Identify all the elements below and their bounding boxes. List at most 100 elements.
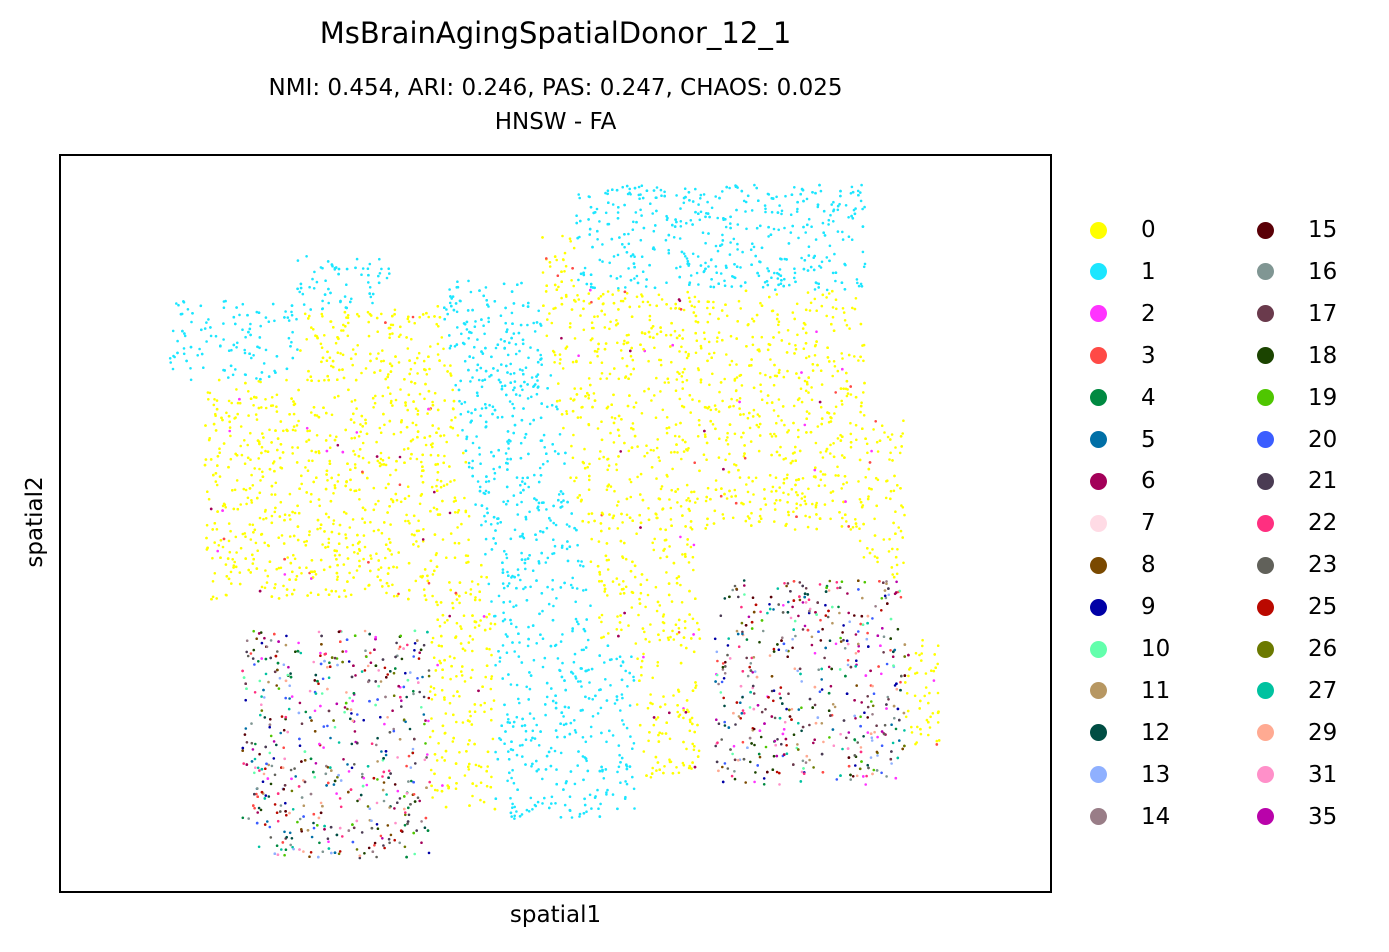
scatter-point [507, 582, 511, 585]
scatter-point [296, 348, 299, 351]
scatter-point [318, 841, 321, 845]
scatter-point [556, 657, 560, 660]
scatter-point [679, 643, 683, 647]
scatter-point [437, 742, 440, 745]
scatter-point [397, 361, 401, 364]
scatter-point [516, 513, 520, 516]
scatter-point [571, 360, 575, 364]
scatter-point [536, 373, 540, 376]
scatter-point [520, 551, 523, 555]
scatter-point [274, 371, 277, 374]
scatter-point [593, 349, 597, 353]
scatter-point [354, 489, 358, 493]
scatter-point [688, 764, 691, 768]
scatter-point [412, 793, 416, 796]
scatter-point [847, 731, 851, 734]
scatter-point [873, 534, 877, 537]
scatter-point [487, 316, 490, 320]
scatter-point [485, 784, 489, 788]
scatter-point [723, 720, 726, 724]
scatter-point [851, 526, 855, 529]
scatter-point [787, 600, 790, 604]
scatter-point [454, 636, 457, 639]
scatter-point [261, 470, 264, 474]
scatter-point [871, 772, 874, 776]
scatter-point [721, 190, 724, 193]
scatter-point [556, 407, 559, 411]
scatter-point [751, 479, 754, 483]
scatter-point [619, 709, 622, 712]
scatter-point [524, 729, 528, 733]
scatter-point [410, 533, 414, 536]
scatter-point [640, 412, 644, 415]
scatter-point [807, 355, 811, 358]
scatter-point [625, 513, 629, 517]
scatter-point [708, 352, 711, 356]
scatter-point [785, 707, 788, 711]
scatter-point [169, 361, 172, 364]
scatter-point [914, 672, 917, 675]
scatter-point [649, 448, 653, 452]
scatter-point [445, 483, 449, 486]
scatter-point [302, 850, 305, 853]
chart-title: MsBrainAgingSpatialDonor_12_1 [319, 16, 792, 50]
scatter-point [435, 484, 438, 488]
scatter-point [891, 741, 895, 745]
scatter-point [435, 322, 439, 326]
scatter-point [604, 678, 607, 681]
scatter-point [408, 359, 411, 362]
scatter-point [251, 562, 255, 565]
scatter-point [319, 342, 323, 346]
scatter-point [286, 556, 290, 559]
scatter-point [505, 393, 508, 397]
scatter-point [310, 411, 313, 414]
plot-background [60, 155, 1051, 892]
scatter-point [813, 651, 817, 655]
scatter-point [713, 404, 717, 407]
scatter-point [645, 578, 649, 582]
scatter-point [304, 466, 307, 469]
scatter-point [501, 568, 505, 571]
scatter-point [665, 218, 669, 222]
scatter-point [617, 289, 620, 292]
scatter-point [676, 487, 680, 491]
scatter-point [648, 640, 651, 644]
scatter-point [317, 379, 321, 383]
scatter-point [246, 496, 250, 500]
scatter-point [870, 487, 873, 491]
scatter-point [245, 650, 248, 654]
scatter-point [512, 720, 516, 724]
scatter-point [837, 605, 840, 609]
scatter-point [426, 829, 430, 832]
scatter-point [613, 489, 616, 493]
scatter-point [609, 485, 613, 488]
scatter-point [411, 747, 415, 751]
scatter-point [439, 485, 443, 489]
scatter-point [886, 479, 889, 483]
scatter-point [844, 204, 848, 207]
scatter-point [719, 272, 723, 275]
scatter-point [431, 573, 435, 576]
scatter-point [658, 638, 662, 642]
scatter-point [665, 281, 668, 285]
scatter-point [846, 659, 850, 662]
scatter-point [723, 672, 727, 675]
scatter-point [936, 721, 940, 724]
scatter-point [530, 765, 533, 768]
scatter-point [639, 472, 643, 476]
scatter-point [819, 618, 822, 622]
scatter-point [737, 758, 740, 762]
scatter-point [858, 498, 862, 501]
scatter-point [350, 297, 353, 301]
scatter-point [418, 651, 422, 654]
scatter-point [265, 645, 269, 649]
scatter-point [468, 355, 472, 358]
scatter-point [778, 771, 781, 775]
scatter-point [483, 332, 486, 336]
scatter-point [517, 655, 521, 658]
scatter-point [293, 767, 296, 770]
scatter-point [674, 389, 678, 393]
scatter-point [311, 459, 314, 463]
scatter-point [757, 449, 761, 453]
scatter-point [830, 203, 833, 206]
